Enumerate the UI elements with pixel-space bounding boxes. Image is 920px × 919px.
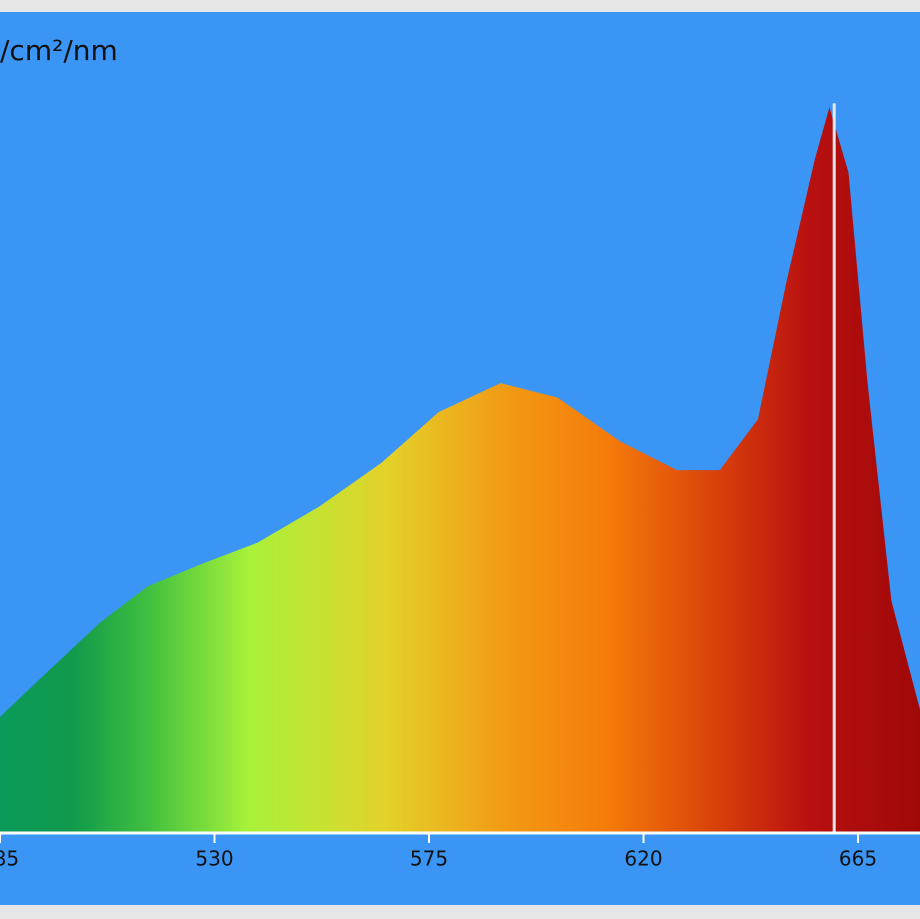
x-tick-label: 575 <box>410 847 448 871</box>
x-tick-label: 530 <box>195 847 233 871</box>
x-tick-label: 485 <box>0 847 19 871</box>
spectrum-area <box>0 107 920 833</box>
x-tick-label: 665 <box>839 847 877 871</box>
y-axis-label: /cm²/nm <box>0 34 118 67</box>
x-tick-label: 620 <box>624 847 662 871</box>
